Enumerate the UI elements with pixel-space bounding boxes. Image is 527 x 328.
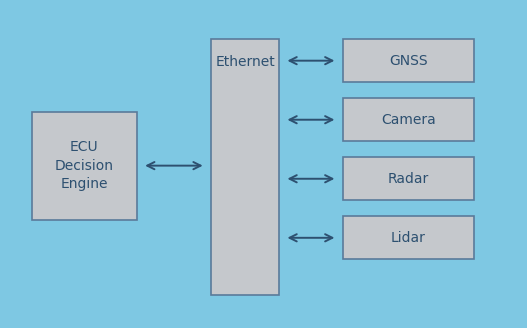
Text: Ethernet: Ethernet bbox=[215, 55, 275, 69]
Bar bbox=[343, 157, 474, 200]
Text: Radar: Radar bbox=[388, 172, 429, 186]
Bar bbox=[211, 39, 279, 295]
Bar bbox=[343, 98, 474, 141]
Text: Camera: Camera bbox=[381, 113, 436, 127]
Text: ECU
Decision
Engine: ECU Decision Engine bbox=[55, 140, 114, 191]
Text: GNSS: GNSS bbox=[389, 54, 428, 68]
Bar bbox=[343, 39, 474, 82]
Bar bbox=[343, 216, 474, 259]
Bar bbox=[32, 112, 137, 220]
Text: Lidar: Lidar bbox=[391, 231, 426, 245]
